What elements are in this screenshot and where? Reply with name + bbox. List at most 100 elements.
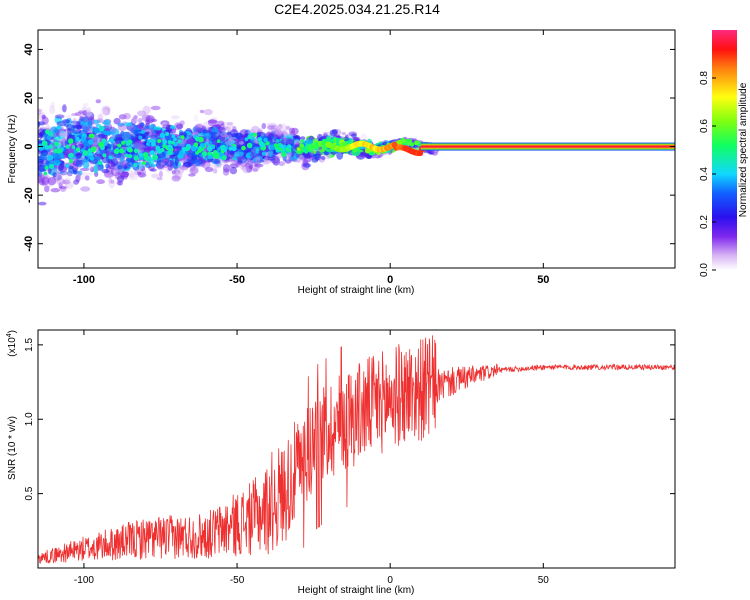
spectrogram-peak-cell: [190, 145, 197, 152]
spectrogram-peak-cell: [89, 156, 95, 161]
spectrogram-cell: [117, 165, 123, 170]
spectrogram-peak-cell: [65, 144, 70, 149]
spectrogram-cell: [248, 164, 253, 170]
spectrogram-cell: [118, 114, 127, 120]
spectrogram-cell: [104, 172, 115, 179]
spectrogram-peak-cell: [47, 154, 54, 161]
spectrogram-cell: [161, 158, 169, 163]
snr-y-multiplier-base: (x10: [7, 337, 18, 357]
spectrogram-peak-cell: [38, 144, 41, 150]
spectrogram-cell: [71, 129, 82, 135]
snr-frame: [37, 329, 676, 569]
spectrogram-cell: [331, 129, 338, 135]
spectrogram-cell: [97, 118, 103, 123]
spectrogram-cell: [38, 108, 43, 113]
spectrogram-cell: [224, 152, 231, 157]
spectrogram-cell: [240, 166, 250, 170]
x-tick-label: 0: [387, 575, 393, 586]
spectrogram-cell: [176, 123, 184, 129]
spectrogram-cell: [78, 110, 84, 114]
spectrogram-x-label: Height of straight line (km): [298, 285, 415, 296]
spectrogram-peak-cell: [146, 142, 150, 146]
spectrogram-peak-cell: [165, 132, 170, 136]
spectrogram-cell: [75, 159, 84, 168]
spectrogram-peak-cell: [223, 148, 227, 153]
spectrogram-cell: [158, 170, 163, 178]
svg-text:(x104): (x104): [6, 330, 18, 357]
spectrogram-cell: [116, 181, 122, 186]
spectrogram-peak-cell: [93, 127, 100, 134]
spectrogram-cell: [151, 173, 160, 179]
spectrogram-cell: [133, 142, 143, 150]
spectrogram-cell: [123, 122, 133, 127]
spectrogram-cell: [38, 138, 43, 145]
spectrogram-peak-cell: [173, 137, 177, 142]
x-tick-label: 50: [537, 274, 549, 286]
spectrogram-cell: [82, 110, 87, 116]
spectrogram-cell: [58, 182, 63, 189]
spectrogram-cell: [179, 166, 187, 170]
spectrogram-frame: [37, 29, 676, 269]
spectrogram-peak-cell: [71, 145, 76, 150]
spectrogram-peak-cell: [121, 140, 126, 145]
spectrogram-peak-cell: [299, 143, 305, 148]
spectrogram-cell: [268, 132, 275, 140]
spectrogram-cell: [64, 177, 71, 183]
spectrogram-cell: [288, 127, 296, 135]
spectrogram-peak-cell: [80, 136, 86, 142]
spectrogram-peak-cell: [142, 161, 146, 166]
spectrogram-cell: [172, 145, 182, 150]
spectrogram-peak-cell: [43, 171, 48, 176]
spectrogram-cell: [239, 163, 246, 169]
spectrogram-cell: [281, 123, 287, 133]
spectrogram-cell: [70, 113, 79, 116]
spectrogram-peak-cell: [75, 136, 80, 141]
spectrogram-cell: [234, 151, 244, 158]
spectrogram-peak-cell: [228, 146, 233, 151]
y-tick-label: 1.0: [24, 412, 35, 426]
y-tick-label: 1.5: [24, 337, 35, 351]
spectrogram-cell: [226, 131, 231, 136]
spectrogram-cell: [76, 170, 82, 180]
spectrogram-cell: [256, 159, 265, 163]
spectrogram-cell: [171, 170, 176, 175]
spectrogram-peak-cell: [185, 146, 191, 151]
spectrogram-cell: [119, 155, 125, 164]
spectrogram-peak-cell: [89, 133, 95, 139]
spectrogram-cell: [135, 124, 143, 128]
spectrogram-cell: [52, 172, 57, 178]
spectrogram-cell: [62, 171, 73, 177]
spectrogram-cell: [131, 116, 138, 123]
spectrogram-peak-cell: [46, 135, 52, 140]
spectrogram-cell: [229, 163, 239, 169]
spectrogram-cell: [112, 128, 117, 133]
spectrogram-cell: [274, 126, 284, 135]
spectrogram-cell: [65, 181, 74, 189]
x-tick-label: 50: [538, 575, 550, 586]
spectrogram-peak-cell: [127, 154, 133, 159]
spectrogram-cell: [76, 121, 81, 125]
spectrogram-cell: [41, 116, 49, 125]
spectrogram-peak-cell: [48, 144, 53, 149]
spectrogram-peak-cell: [162, 143, 167, 149]
spectrogram-peak-cell: [98, 160, 103, 165]
spectrogram-cell: [39, 131, 44, 140]
spectrogram-cell: [52, 159, 61, 167]
spectrogram-cell: [245, 161, 254, 169]
spectrogram-cell: [153, 126, 162, 131]
colorbar-tick-label: 0.8: [699, 71, 710, 85]
spectrogram-cell: [102, 107, 111, 116]
x-tick-label: 0: [387, 274, 393, 286]
spectrogram-cell: [224, 126, 231, 131]
spectrogram-peak-cell: [133, 155, 139, 161]
y-tick-label: -20: [23, 187, 35, 203]
spectrogram-peak-cell: [263, 137, 268, 143]
spectrogram-cell: [44, 185, 50, 193]
spectrogram-cell: [235, 156, 245, 161]
spectrogram-cell: [95, 99, 102, 104]
spectrogram-cell: [160, 120, 170, 126]
spectrogram-cell: [268, 148, 273, 158]
spectrogram-peak-cell: [44, 145, 50, 150]
spectrogram-cell: [180, 142, 185, 147]
